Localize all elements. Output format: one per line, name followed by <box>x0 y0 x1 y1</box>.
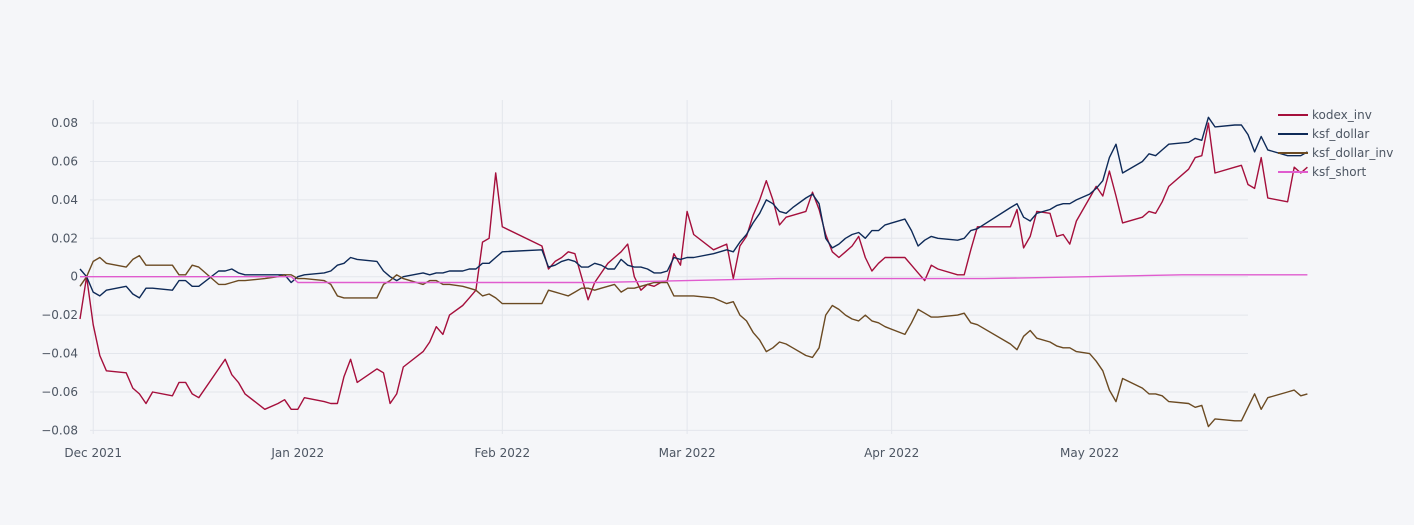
series-line-ksf-short <box>80 274 1308 284</box>
y-axis-ticks: 0.08 0.06 0.04 0.02 0 −0.02 −0.04 −0.06 −0.08 <box>41 116 78 437</box>
x-tick-label: Jan 2022 <box>270 446 324 460</box>
y-tick-label: 0.08 <box>51 116 78 130</box>
grid-lines <box>90 100 1248 434</box>
series-line-ksf-dollar-inv <box>79 254 1308 428</box>
series-lines <box>79 116 1308 428</box>
x-tick-label: Mar 2022 <box>659 446 716 460</box>
legend-item-ksf-dollar-inv[interactable]: ksf_dollar_inv <box>1278 146 1393 160</box>
x-tick-label: May 2022 <box>1060 446 1119 460</box>
legend-label: ksf_short <box>1312 165 1367 179</box>
y-tick-label: −0.08 <box>41 423 78 437</box>
y-tick-label: 0 <box>70 270 78 284</box>
y-tick-label: −0.04 <box>41 347 78 361</box>
x-tick-label: Dec 2021 <box>64 446 122 460</box>
legend[interactable]: kodex_inv ksf_dollar ksf_dollar_inv ksf_sho… <box>1278 108 1393 179</box>
x-axis-ticks: Dec 2021 Jan 2022 Feb 2022 Mar 2022 Apr 2022… <box>64 446 1119 460</box>
y-tick-label: 0.06 <box>51 154 78 168</box>
legend-label: kodex_inv <box>1312 108 1372 122</box>
legend-label: ksf_dollar <box>1312 127 1369 141</box>
legend-item-kodex-inv[interactable]: kodex_inv <box>1278 108 1372 122</box>
legend-item-ksf-short[interactable]: ksf_short <box>1278 165 1367 179</box>
legend-item-ksf-dollar[interactable]: ksf_dollar <box>1278 127 1369 141</box>
y-tick-label: 0.02 <box>51 231 78 245</box>
y-tick-label: −0.06 <box>41 385 78 399</box>
y-tick-label: 0.04 <box>51 193 78 207</box>
y-tick-label: −0.02 <box>41 308 78 322</box>
x-tick-label: Feb 2022 <box>475 446 531 460</box>
legend-label: ksf_dollar_inv <box>1312 146 1393 160</box>
x-tick-label: Apr 2022 <box>864 446 919 460</box>
